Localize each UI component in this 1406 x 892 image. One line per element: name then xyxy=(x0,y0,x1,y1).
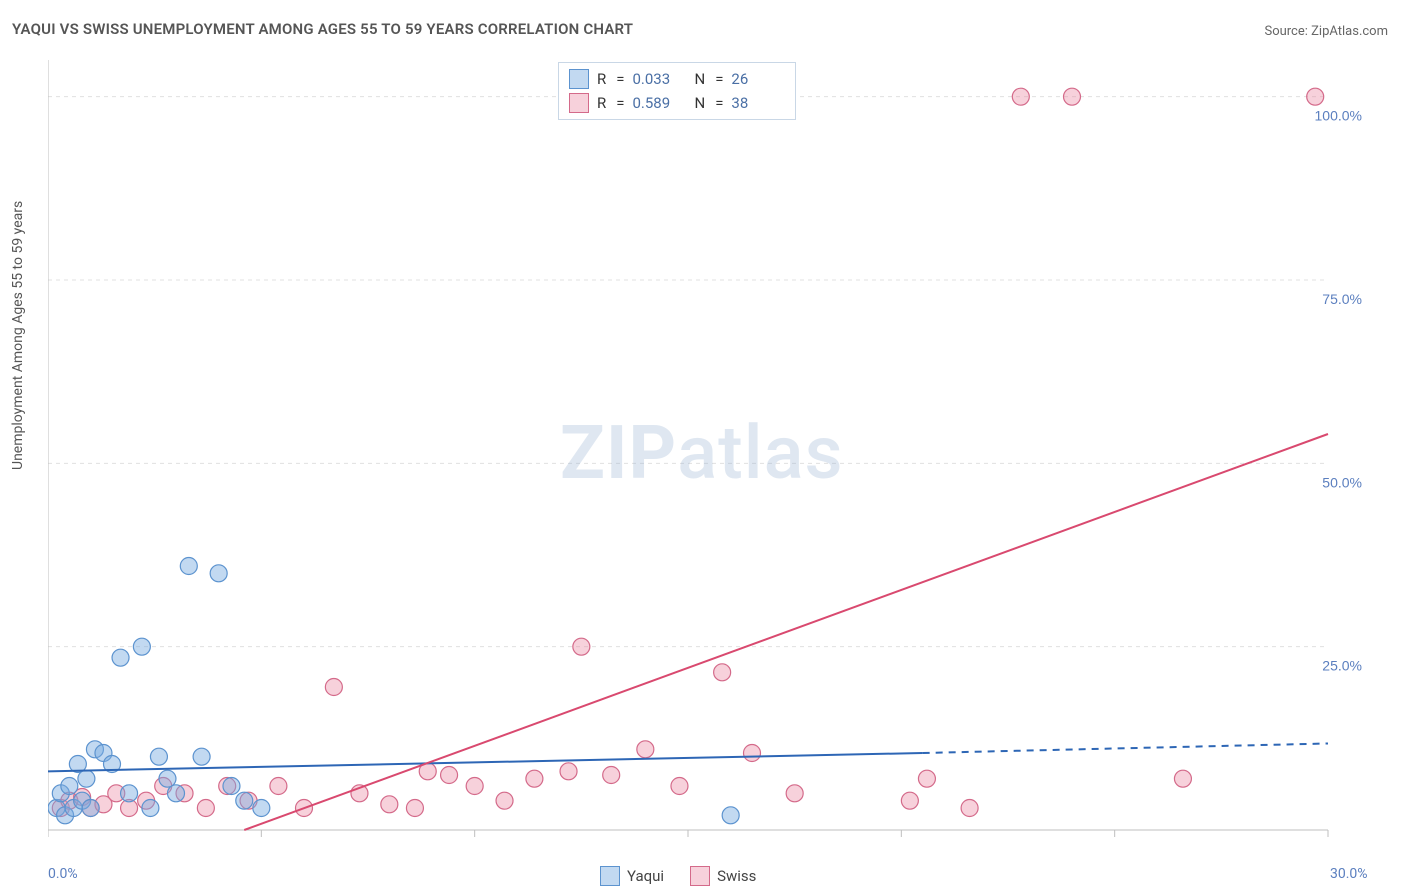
n-value-swiss: 38 xyxy=(731,94,785,112)
legend-label-yaqui: Yaqui xyxy=(627,867,664,885)
source-credit: Source: ZipAtlas.com xyxy=(1264,24,1388,39)
x-axis-last-label: 30.0% xyxy=(1330,866,1368,882)
series-legend: Yaqui Swiss xyxy=(600,866,756,886)
r-value-swiss: 0.589 xyxy=(632,94,686,112)
legend-item-yaqui: Yaqui xyxy=(600,866,664,886)
svg-text:100.0%: 100.0% xyxy=(1315,108,1362,124)
swatch-swiss-icon xyxy=(690,866,710,886)
stats-legend: R= 0.033 N= 26 R= 0.589 N= 38 xyxy=(558,62,796,120)
r-value-yaqui: 0.033 xyxy=(632,70,686,88)
stats-row-swiss: R= 0.589 N= 38 xyxy=(569,91,785,115)
correlation-chart: 25.0% 50.0% 75.0% 100.0% xyxy=(48,60,1366,860)
legend-item-swiss: Swiss xyxy=(690,866,756,886)
stats-row-yaqui: R= 0.033 N= 26 xyxy=(569,67,785,91)
swatch-yaqui-icon xyxy=(569,69,589,89)
legend-label-swiss: Swiss xyxy=(717,867,756,885)
svg-text:50.0%: 50.0% xyxy=(1322,474,1362,490)
n-label: N xyxy=(694,94,705,112)
x-axis-first-label: 0.0% xyxy=(48,866,78,882)
swatch-yaqui-icon xyxy=(600,866,620,886)
n-label: N xyxy=(694,70,705,88)
svg-text:75.0%: 75.0% xyxy=(1322,291,1362,307)
y-axis-label: Unemployment Among Ages 55 to 59 years xyxy=(10,201,26,470)
chart-title: YAQUI VS SWISS UNEMPLOYMENT AMONG AGES 5… xyxy=(12,20,633,38)
r-label: R xyxy=(597,70,606,88)
n-value-yaqui: 26 xyxy=(731,70,785,88)
svg-text:25.0%: 25.0% xyxy=(1322,658,1362,674)
r-label: R xyxy=(597,94,606,112)
swatch-swiss-icon xyxy=(569,93,589,113)
